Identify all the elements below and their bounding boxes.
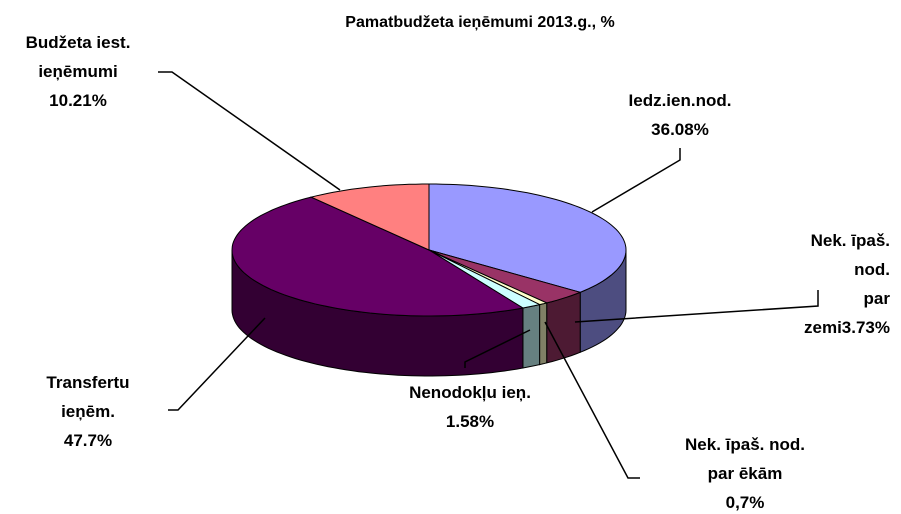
value-label: 1.58% [445, 412, 495, 431]
slice-label: Iedz.ien.nod. 36.08% [629, 86, 732, 144]
slice-side [546, 291, 581, 364]
slice-side [539, 302, 548, 366]
chart-title: Pamatbudžeta ieņēmumi 2013.g., % [345, 14, 615, 31]
category-label: Nenodokļu ieņ. [409, 383, 531, 402]
value-label: 10.21% [49, 91, 107, 110]
value-label: 0,7% [725, 493, 765, 512]
category-label: Budžeta iest. ieņēmumi [25, 33, 131, 81]
slice [231, 196, 525, 317]
leader-line [591, 148, 681, 213]
category-label: Nek. īpaš. nod. par ēkām [685, 435, 805, 483]
slice-label: Nek. īpaš. nod. par ēkām 0,7% [685, 430, 805, 514]
slice [309, 183, 430, 251]
leader-line [544, 321, 640, 479]
slice-label: Budžeta iest. ieņēmumi 10.21% [26, 28, 131, 115]
value-label: 47.7% [63, 431, 113, 450]
leader-line [574, 290, 819, 323]
slice-label: Nenodokļu ieņ. 1.58% [409, 378, 531, 436]
category-label: Nek. īpaš. nod. par zemi [804, 231, 890, 337]
slice [428, 249, 582, 304]
category-label: Transfertu ieņēm. [46, 373, 130, 421]
slice-label: Nek. īpaš. nod. par zemi3.73% [804, 226, 890, 342]
leader-line [464, 329, 531, 368]
slice-label: Transfertu ieņēm. 47.7% [46, 368, 129, 455]
value-label: 36.08% [651, 120, 709, 139]
value-label: 3.73% [841, 318, 890, 337]
leader-line [158, 71, 341, 191]
leader-line [168, 317, 266, 411]
category-label: Iedz.ien.nod. [628, 91, 732, 110]
slice [428, 183, 627, 293]
slice-side [522, 303, 541, 369]
